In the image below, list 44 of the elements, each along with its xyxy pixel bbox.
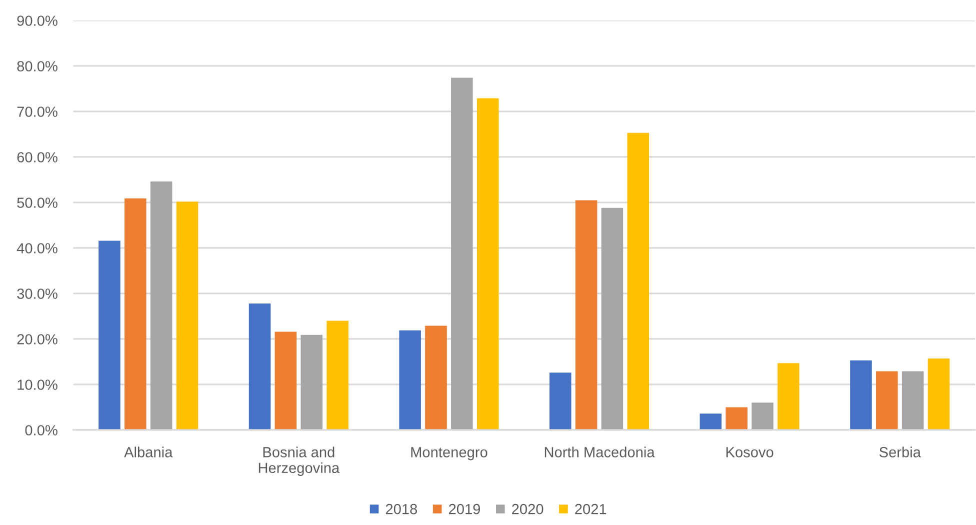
x-tick-label: Montenegro xyxy=(411,447,488,460)
y-tick-label: 40.0% xyxy=(16,243,58,254)
legend-label: 2018 xyxy=(386,504,418,514)
y-tick-label: 80.0% xyxy=(17,61,58,72)
legend-label: 2019 xyxy=(449,504,480,514)
bar xyxy=(248,303,271,430)
bar xyxy=(274,332,297,430)
x-tick-label: Albania xyxy=(124,446,173,458)
bar xyxy=(150,182,172,430)
bar xyxy=(902,371,924,430)
y-tick-label: 60.0% xyxy=(17,152,58,162)
y-tick-label: 90.0% xyxy=(17,16,58,26)
bar xyxy=(876,371,898,430)
bar xyxy=(601,208,624,430)
bar xyxy=(98,240,120,430)
y-tick-label: 30.0% xyxy=(17,288,58,299)
y-tick-label: 10.0% xyxy=(18,380,58,390)
bar xyxy=(752,402,774,430)
legend-label: 2020 xyxy=(512,504,544,514)
y-tick-label: 70.0% xyxy=(17,106,58,117)
x-tick-label: North Macedonia xyxy=(544,446,655,458)
legend-label: 2021 xyxy=(575,504,606,514)
bar xyxy=(549,372,572,430)
bar xyxy=(778,363,800,430)
bar xyxy=(726,407,748,430)
bar xyxy=(300,334,323,430)
bar xyxy=(124,198,146,430)
bar xyxy=(850,360,872,430)
bar xyxy=(476,98,499,430)
x-tick-label: Kosovo xyxy=(726,447,774,458)
bar xyxy=(928,358,950,430)
bar xyxy=(326,320,348,430)
bar xyxy=(399,330,421,430)
bar xyxy=(176,202,198,430)
bar xyxy=(627,132,650,430)
x-tick-label: Serbia xyxy=(879,446,921,458)
bar xyxy=(451,78,473,430)
y-tick-label: 50.0% xyxy=(17,198,58,208)
x-tick-label: Bosnia and Herzegovina xyxy=(258,446,340,476)
bar xyxy=(425,326,447,430)
bar xyxy=(575,200,598,430)
bar xyxy=(700,414,722,430)
y-tick-label: 20.0% xyxy=(17,334,58,344)
y-tick-label: 0.0% xyxy=(25,425,58,436)
